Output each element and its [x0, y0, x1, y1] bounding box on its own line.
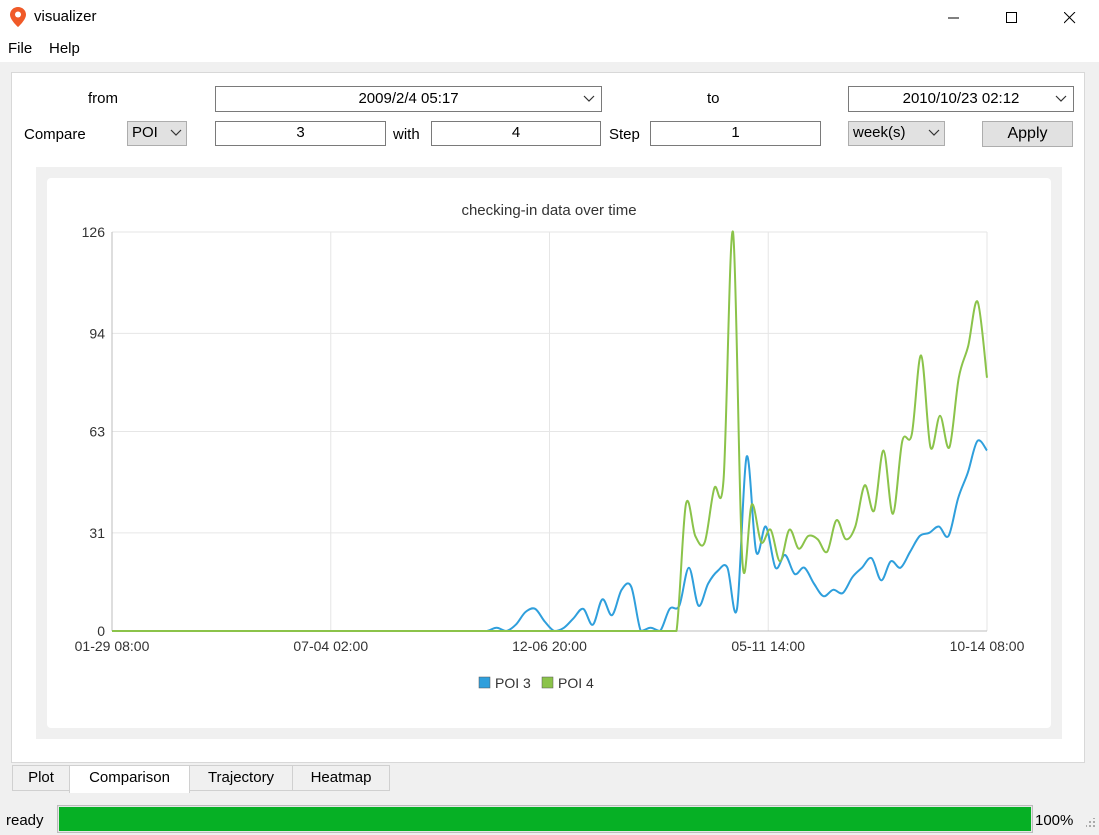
legend-swatch — [541, 676, 554, 689]
y-tick-label: 63 — [89, 424, 105, 440]
tab-comparison[interactable]: Comparison — [69, 765, 190, 793]
series-line-poi-4 — [112, 230, 988, 632]
progress-bar — [57, 805, 1033, 833]
compare-type-select[interactable]: POI — [127, 121, 187, 146]
x-tick-label: 10-14 08:00 — [950, 638, 1025, 654]
compare-type-value: POI — [132, 124, 158, 141]
legend-label: POI 3 — [495, 675, 531, 691]
close-button[interactable] — [1041, 0, 1099, 36]
map-pin-icon — [10, 7, 26, 31]
first-poi-input[interactable]: 3 — [215, 121, 386, 146]
tab-plot[interactable]: Plot — [12, 765, 70, 791]
second-poi-input[interactable]: 4 — [431, 121, 601, 146]
to-label: to — [707, 90, 720, 107]
menu-file[interactable]: File — [8, 40, 33, 57]
apply-button[interactable]: Apply — [982, 121, 1073, 147]
step-label: Step — [609, 126, 640, 143]
progress-percent: 100% — [1035, 812, 1074, 829]
progress-fill — [59, 807, 1031, 831]
y-tick-label: 126 — [82, 224, 106, 240]
close-icon — [1064, 12, 1076, 24]
to-datetime-value: 2010/10/23 02:12 — [902, 90, 1020, 107]
step-input[interactable]: 1 — [650, 121, 821, 146]
chart-title: checking-in data over time — [461, 202, 636, 219]
window-title: visualizer — [34, 8, 97, 25]
x-tick-label: 05-11 14:00 — [731, 638, 805, 654]
legend-swatch — [478, 676, 491, 689]
chevron-down-icon — [928, 122, 940, 151]
menu-help[interactable]: Help — [49, 40, 80, 57]
y-tick-label: 94 — [89, 325, 105, 341]
step-unit-value: week(s) — [853, 124, 906, 141]
maximize-icon — [1006, 12, 1017, 23]
minimize-button[interactable] — [925, 0, 983, 36]
x-tick-label: 12-06 20:00 — [512, 638, 587, 654]
y-tick-label: 0 — [97, 623, 105, 639]
tab-heatmap[interactable]: Heatmap — [292, 765, 390, 791]
step-unit-select[interactable]: week(s) — [848, 121, 945, 146]
chevron-down-icon — [583, 87, 595, 118]
from-datetime-value: 2009/2/4 05:17 — [358, 90, 459, 107]
from-label: from — [88, 90, 118, 107]
x-tick-label: 07-04 02:00 — [293, 638, 368, 654]
legend-label: POI 4 — [558, 675, 594, 691]
chevron-down-icon — [1055, 87, 1067, 118]
minimize-icon — [948, 17, 959, 19]
from-datetime-picker[interactable]: 2009/2/4 05:17 — [215, 86, 602, 112]
line-chart: checking-in data over time 01-29 08:00 07… — [75, 202, 1025, 691]
status-text: ready — [6, 812, 44, 829]
to-datetime-picker[interactable]: 2010/10/23 02:12 — [848, 86, 1074, 112]
menu-bar: File Help — [0, 36, 1099, 62]
maximize-button[interactable] — [983, 0, 1041, 36]
tab-trajectory[interactable]: Trajectory — [189, 765, 293, 791]
title-bar: visualizer — [0, 0, 1099, 36]
with-label: with — [393, 126, 420, 143]
x-tick-label: 01-29 08:00 — [75, 638, 150, 654]
compare-label: Compare — [24, 126, 86, 143]
resize-grip-icon[interactable] — [1085, 815, 1096, 832]
y-tick-label: 31 — [89, 525, 105, 541]
chevron-down-icon — [170, 122, 182, 151]
chart-container: checking-in data over time 01-29 08:00 07… — [47, 178, 1051, 728]
